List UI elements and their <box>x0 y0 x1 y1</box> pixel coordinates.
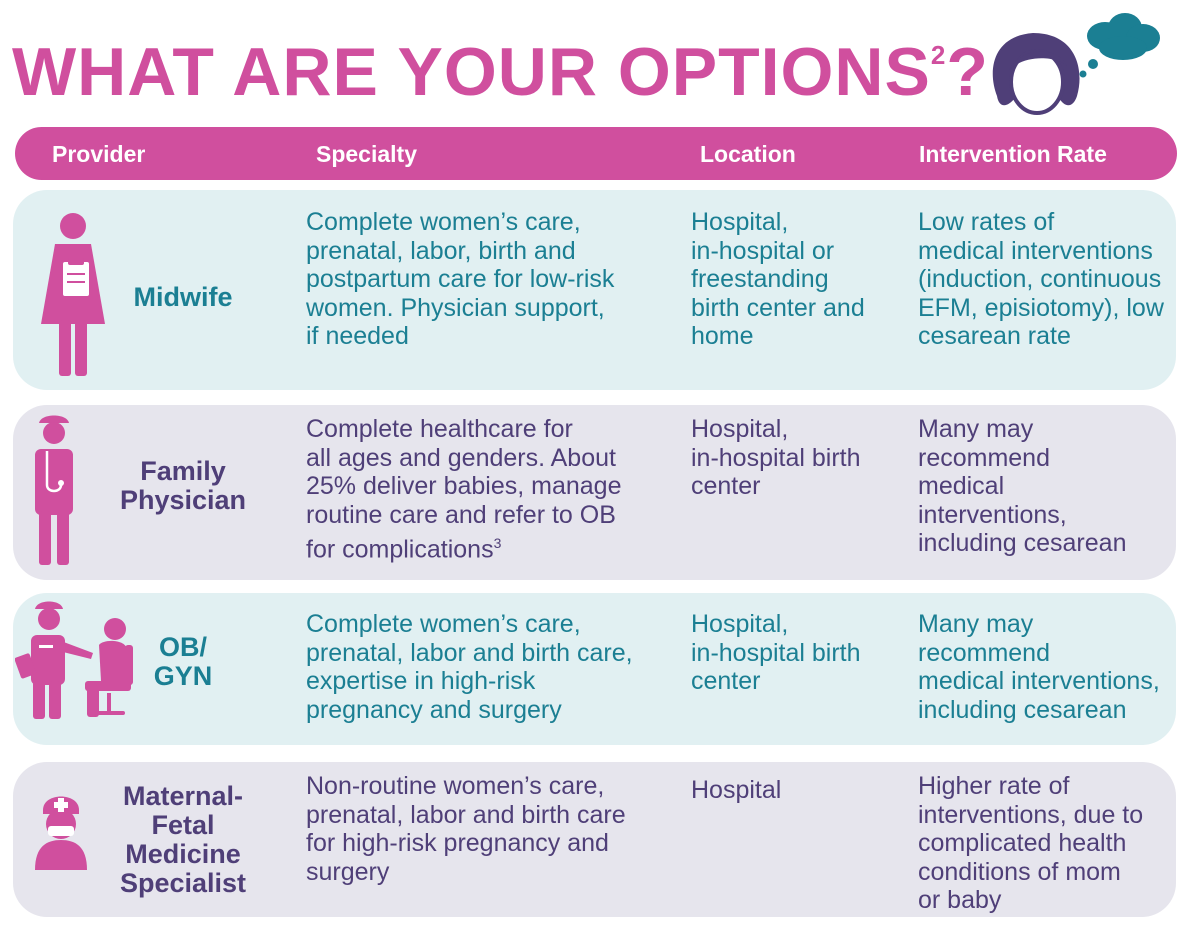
specialty-text: Non-routine women’s care, prenatal, labo… <box>306 772 626 886</box>
location-text: Hospital, in-hospital birth center <box>691 610 861 695</box>
provider-name: OB/ GYN <box>153 632 213 691</box>
location-text: Hospital, in-hospital birth center <box>691 415 861 500</box>
intervention-text: Many may recommend medical interventions… <box>918 610 1160 724</box>
title-text: WHAT ARE YOUR OPTIONS <box>12 34 931 110</box>
title-superscript: 2 <box>930 40 947 70</box>
specialty-text: Complete women’s care, prenatal, labor a… <box>306 610 633 724</box>
title-suffix: ? <box>946 34 989 110</box>
provider-name: Family Physician <box>119 456 247 515</box>
specialist-icon <box>35 796 87 870</box>
header-provider: Provider <box>52 141 146 167</box>
table-row: OB/ GYN Complete women’s care, prenatal,… <box>13 593 1176 745</box>
thinking-woman-icon <box>992 13 1160 115</box>
provider-name: Maternal- Fetal Medicine Specialist <box>119 781 247 898</box>
midwife-icon <box>41 213 105 376</box>
page-title: WHAT ARE YOUR OPTIONS2? <box>12 38 989 106</box>
header-intervention: Intervention Rate <box>919 141 1107 167</box>
obgyn-icon <box>15 601 133 719</box>
provider-name: Midwife <box>133 282 233 312</box>
physician-icon <box>35 415 73 565</box>
table-header: Provider Specialty Location Intervention… <box>15 127 1177 180</box>
specialty-text: Complete women’s care, prenatal, labor, … <box>306 208 615 350</box>
location-text: Hospital <box>691 776 782 804</box>
specialty-superscript: 3 <box>493 535 502 551</box>
table-row: Midwife Complete women’s care, prenatal,… <box>13 190 1176 390</box>
header-specialty: Specialty <box>316 141 417 167</box>
table-row: Maternal- Fetal Medicine Specialist Non-… <box>13 762 1176 917</box>
location-text: Hospital, in-hospital or freestanding bi… <box>691 208 865 350</box>
intervention-text: Low rates of medical interventions (indu… <box>918 208 1164 350</box>
intervention-text: Higher rate of interventions, due to com… <box>918 772 1144 914</box>
specialty-main: Complete healthcare for all ages and gen… <box>306 415 622 564</box>
specialty-text: Complete healthcare for all ages and gen… <box>306 415 676 564</box>
header-location: Location <box>700 141 796 167</box>
intervention-text: Many may recommend medical interventions… <box>918 415 1127 557</box>
table-row: Family Physician Complete healthcare for… <box>13 405 1176 580</box>
